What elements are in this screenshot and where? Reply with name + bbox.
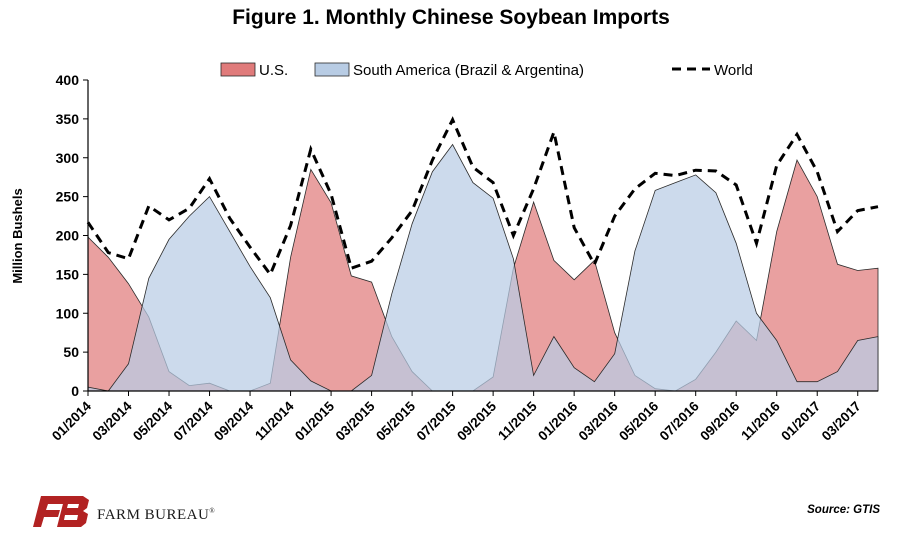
x-tick-label: 03/2015 bbox=[333, 398, 378, 443]
y-tick-label: 250 bbox=[56, 189, 80, 205]
x-tick-label: 09/2014 bbox=[211, 398, 256, 443]
x-tick-label: 03/2017 bbox=[819, 399, 864, 444]
farm-bureau-logo-text: FARM BUREAU® bbox=[97, 507, 216, 523]
y-tick-label: 50 bbox=[63, 344, 79, 360]
x-tick-label: 07/2015 bbox=[414, 398, 459, 443]
x-tick-label: 05/2014 bbox=[130, 398, 175, 443]
farm-bureau-logo-icon bbox=[33, 496, 89, 527]
y-tick-label: 150 bbox=[56, 266, 80, 282]
x-tick-label: 09/2015 bbox=[454, 398, 499, 443]
legend-label-u-s: U.S. bbox=[259, 62, 288, 79]
y-tick-label: 0 bbox=[71, 383, 79, 399]
x-tick-label: 03/2014 bbox=[90, 398, 135, 443]
x-tick-label: 11/2016 bbox=[738, 398, 783, 443]
legend-label-south-america-brazil-argentina: South America (Brazil & Argentina) bbox=[353, 62, 584, 79]
plot-lines bbox=[86, 116, 879, 278]
plot-areas bbox=[87, 143, 879, 392]
y-tick-label: 200 bbox=[56, 228, 80, 244]
x-tick-label: 01/2014 bbox=[49, 398, 94, 443]
series-world-line bbox=[86, 116, 879, 278]
x-tick-label: 07/2016 bbox=[657, 398, 702, 443]
x-tick-label: 07/2014 bbox=[171, 398, 216, 443]
y-axis-label: Million Bushels bbox=[10, 188, 25, 283]
chart-title: Figure 1. Monthly Chinese Soybean Import… bbox=[232, 6, 670, 29]
y-tick-label: 100 bbox=[56, 305, 80, 321]
farm-bureau-logo: FARM BUREAU® bbox=[27, 494, 287, 528]
y-tick-label: 300 bbox=[56, 150, 80, 166]
y-tick-label: 400 bbox=[56, 72, 80, 88]
x-tick-label: 09/2016 bbox=[697, 398, 742, 443]
x-tick-label: 11/2014 bbox=[252, 398, 297, 443]
legend: U.S. South America (Brazil & Argentina) Wo… bbox=[220, 62, 753, 79]
x-tick-label: 05/2015 bbox=[373, 398, 418, 443]
x-tick-label: 11/2015 bbox=[495, 398, 540, 443]
x-tick-label: 01/2017 bbox=[778, 399, 823, 444]
legend-swatch-u-s bbox=[220, 62, 256, 77]
series-south-america-brazil-argentina-area bbox=[87, 143, 879, 392]
chart-svg: 05010015020025030035040001/201403/201405… bbox=[10, 62, 879, 444]
source-note: Source: GTIS bbox=[807, 504, 880, 516]
x-tick-label: 01/2015 bbox=[292, 398, 337, 443]
legend-label-world: World bbox=[714, 62, 753, 79]
x-tick-label: 05/2016 bbox=[616, 398, 661, 443]
y-tick-label: 350 bbox=[56, 111, 80, 127]
legend-swatch-south-america-brazil-argentina bbox=[314, 62, 350, 77]
x-tick-label: 03/2016 bbox=[576, 398, 621, 443]
x-tick-label: 01/2016 bbox=[535, 398, 580, 443]
